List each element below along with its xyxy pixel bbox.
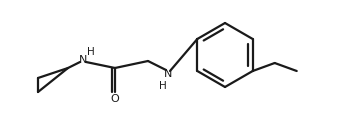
Text: N: N bbox=[164, 69, 172, 79]
Text: H: H bbox=[87, 47, 95, 57]
Text: N: N bbox=[79, 55, 87, 65]
Text: O: O bbox=[111, 94, 119, 104]
Text: H: H bbox=[159, 81, 167, 91]
